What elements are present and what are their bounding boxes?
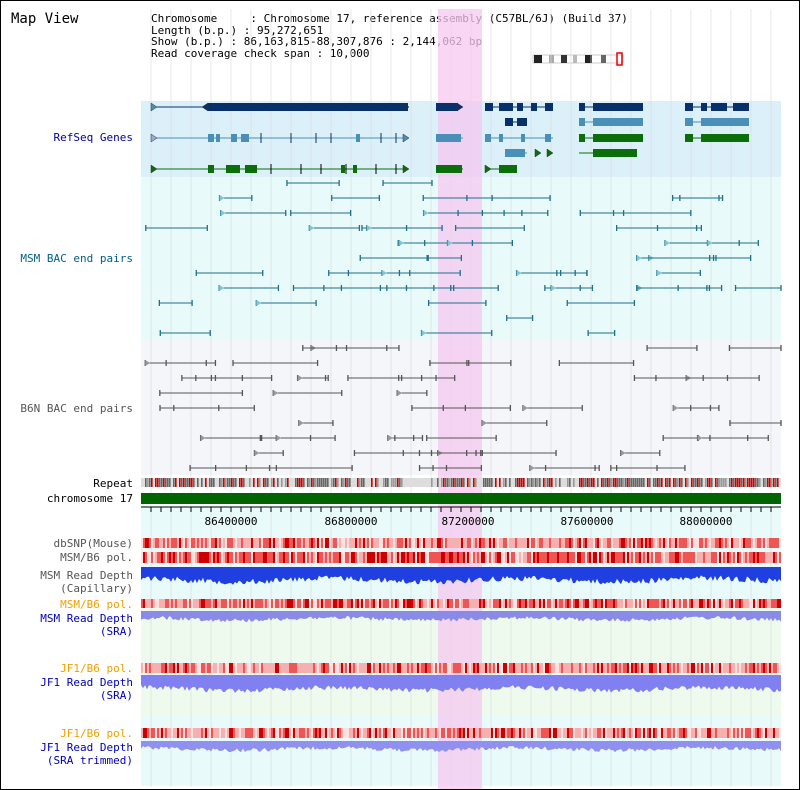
msm-read-depth-sra-label: MSM Read Depth (SRA) xyxy=(40,612,133,638)
msm-read-depth-capillary-label-1: MSM Read Depth xyxy=(40,569,133,582)
msm-read-depth-capillary-label: MSM Read Depth (Capillary) xyxy=(40,569,133,595)
jf1-read-depth-trimmed-label-2: (SRA trimmed) xyxy=(46,754,133,767)
page-title: Map View xyxy=(11,11,79,27)
axis-tick-label: 86400000 xyxy=(205,515,258,528)
chromosome-bar[interactable] xyxy=(141,493,781,504)
axis-tick-label: 87600000 xyxy=(561,515,614,528)
jf1-read-depth-label-2: (SRA) xyxy=(99,689,133,702)
jf1-read-depth-trimmed-label-1: JF1 Read Depth xyxy=(40,741,133,754)
jf1-read-depth-trimmed-label: JF1 Read Depth (SRA trimmed) xyxy=(40,741,133,767)
chromosome-ideogram[interactable] xyxy=(532,52,624,66)
grid-lines xyxy=(150,9,772,787)
jf1-pol-label: JF1/B6 pol. xyxy=(60,662,133,675)
b6n-bac-label: B6N BAC end pairs xyxy=(20,402,133,415)
axis-tick-label: 87200000 xyxy=(442,515,495,528)
jf1-read-depth-label: JF1 Read Depth (SRA) xyxy=(40,676,133,702)
refseq-genes-label: RefSeq Genes xyxy=(53,131,133,144)
info-coverage-span: Read coverage check span : 10,000 xyxy=(151,46,370,60)
msm-read-depth-sra-histogram[interactable] xyxy=(141,611,781,623)
msm-b6-pol-heatmap[interactable] xyxy=(141,552,781,563)
b6n-bac-end-pairs[interactable] xyxy=(144,345,782,471)
jf1-pol-heatmap[interactable] xyxy=(141,663,781,673)
msm-bac-end-pairs[interactable] xyxy=(145,180,782,336)
chromosome-info: Chromosome : Chromosome 17, reference as… xyxy=(151,13,628,59)
msm-read-depth-sra-label-1: MSM Read Depth xyxy=(40,612,133,625)
dbsnp-heatmap[interactable] xyxy=(141,538,781,548)
chromosome-label: chromosome 17 xyxy=(46,492,133,505)
axis-tick-label: 88000000 xyxy=(680,515,733,528)
msm-b6-pol-sra-label: MSM/B6 pol. xyxy=(60,598,133,611)
msm-b6-pol-sra-heatmap[interactable] xyxy=(141,599,781,608)
jf1-pol-trimmed-heatmap[interactable] xyxy=(141,728,781,738)
jf1-pol-trimmed-label: JF1/B6 pol. xyxy=(60,727,133,740)
jf1-read-depth-trimmed-histogram[interactable] xyxy=(141,741,781,753)
axis-tick-label: 86800000 xyxy=(325,515,378,528)
refseq-gene-models[interactable] xyxy=(150,102,749,174)
jf1-read-depth-sra-histogram[interactable] xyxy=(141,675,781,693)
repeat-label: Repeat xyxy=(93,477,133,490)
msm-read-depth-capillary-label-2: (Capillary) xyxy=(60,582,133,595)
msm-read-depth-capillary-histogram[interactable] xyxy=(141,567,781,585)
coordinate-axis: 86400000 86800000 87200000 87600000 88000000 xyxy=(141,506,781,528)
msm-read-depth-sra-label-2: (SRA) xyxy=(99,625,133,638)
msm-b6-pol-label: MSM/B6 pol. xyxy=(60,551,133,564)
repeat-track[interactable] xyxy=(141,478,781,487)
jf1-read-depth-label-1: JF1 Read Depth xyxy=(40,676,133,689)
dbsnp-label: dbSNP(Mouse) xyxy=(53,537,133,550)
msm-bac-label: MSM BAC end pairs xyxy=(20,252,133,265)
